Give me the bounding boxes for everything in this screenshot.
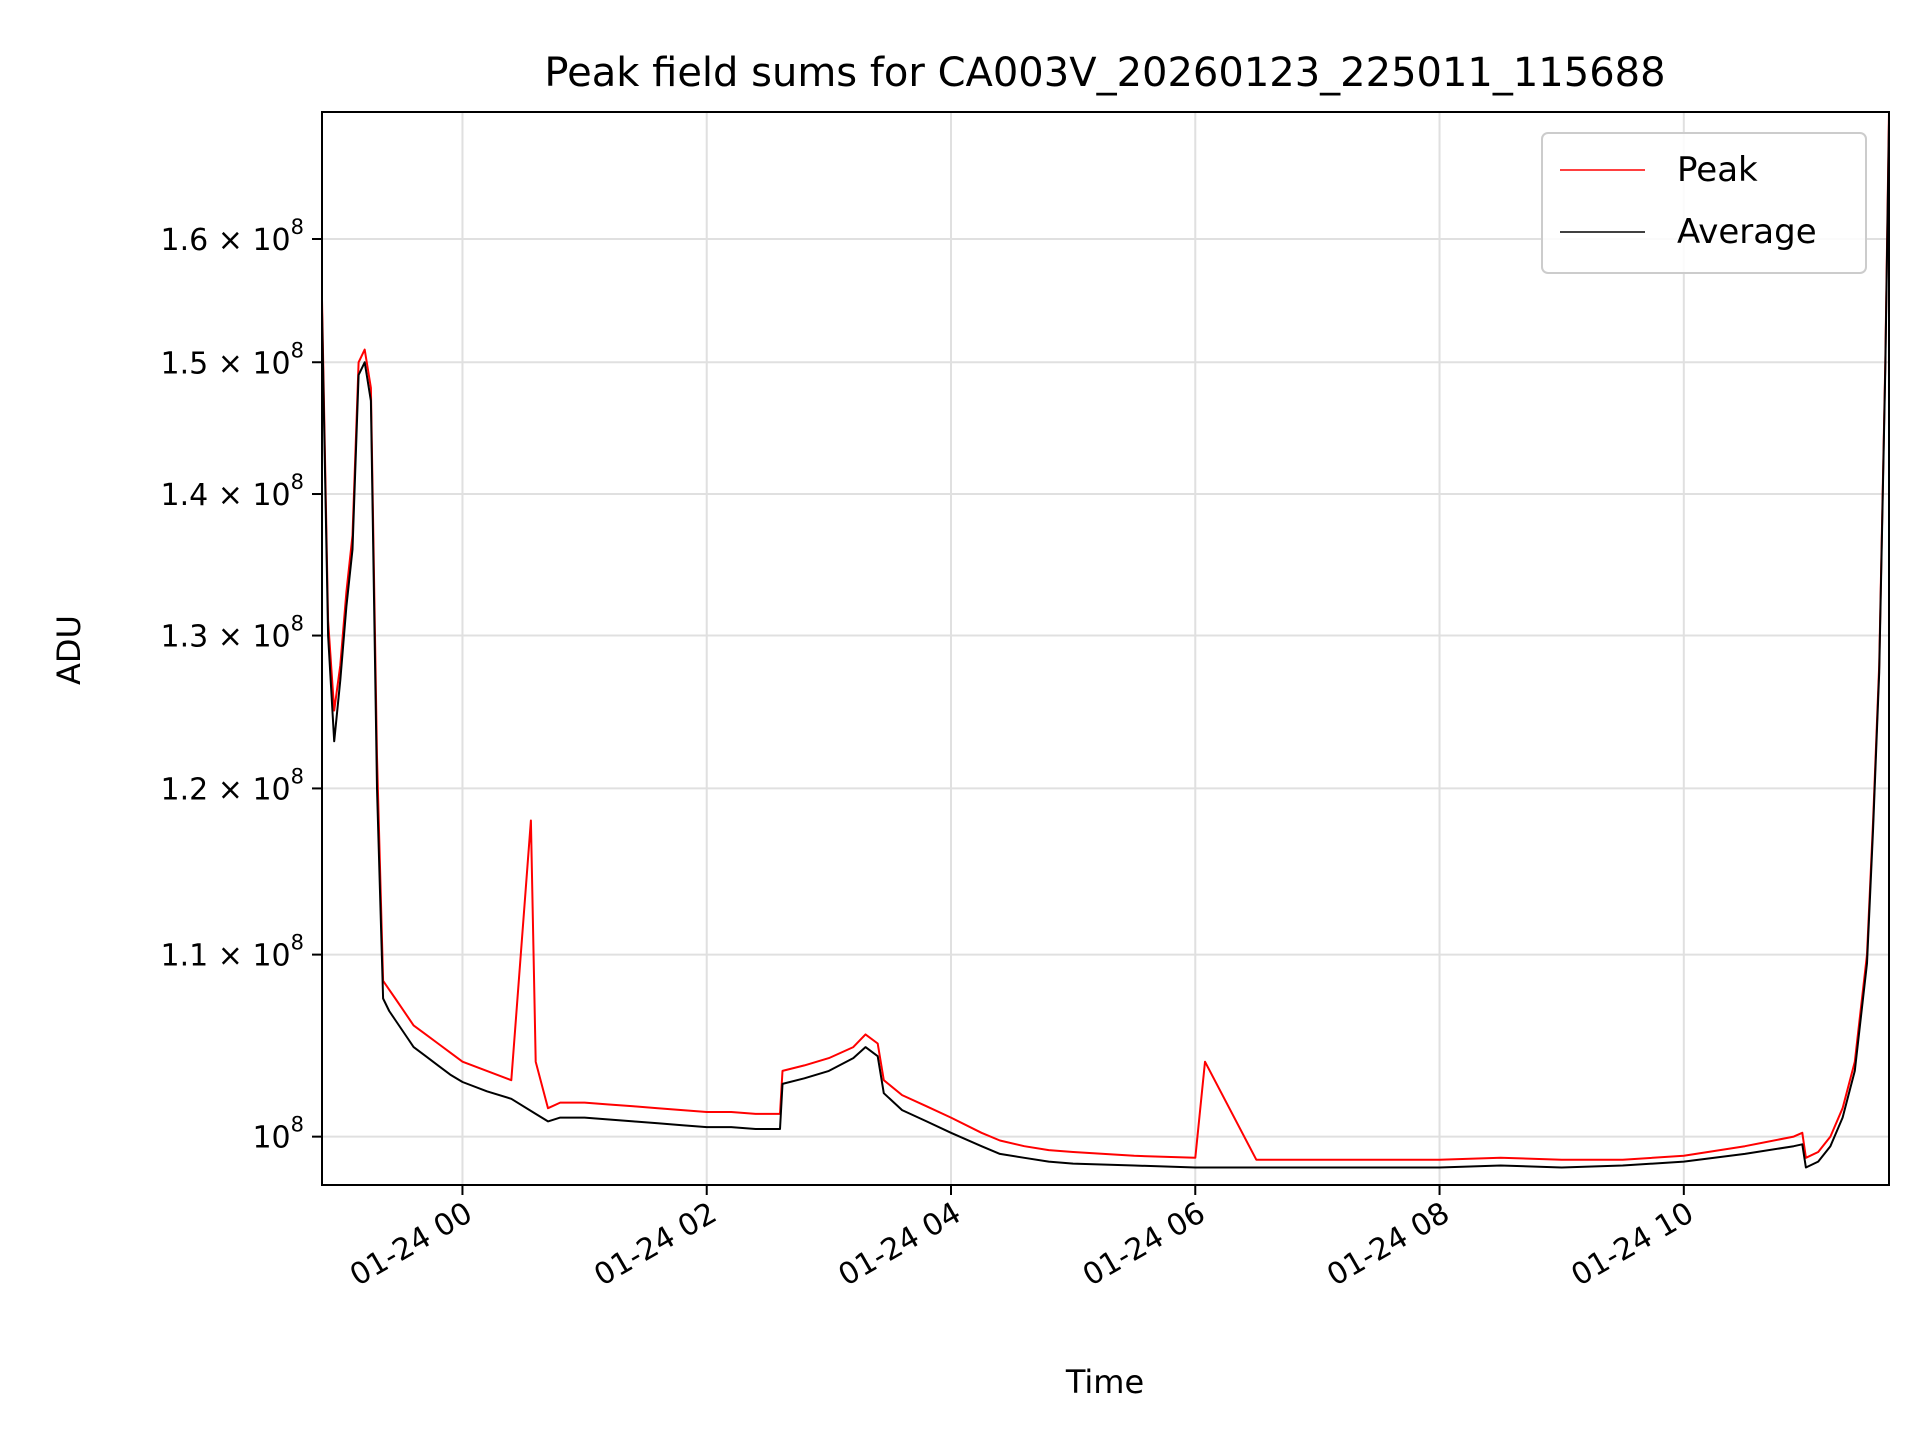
series-line-average [321,123,1890,1169]
x-axis-label: Time [1065,1363,1144,1401]
y-tick-label: 1.3 × 108 [161,612,304,655]
legend-label-average: Average [1677,212,1817,252]
legend-label-peak: Peak [1677,150,1758,190]
y-axis-label: ADU [50,615,88,685]
y-axis-ticks: 108 1.1 × 108 1.2 × 108 1.3 × 108 1.4 × 108 1… [161,215,322,1156]
chart-title: Peak field sums for CA003V_20260123_2250… [544,50,1665,96]
series-line-peak [321,111,1890,1161]
legend: Peak Average [1541,132,1867,274]
plot-frame [321,111,1890,1186]
legend-box [1541,132,1867,274]
y-tick-label: 1.1 × 108 [161,931,304,974]
y-tick-label: 1.2 × 108 [161,764,304,807]
series-layer [321,111,1890,1169]
y-tick-label: 1.4 × 108 [161,470,304,513]
y-tick-label: 108 [252,1113,304,1156]
y-tick-label: 1.6 × 108 [161,215,304,258]
grid [322,112,1889,1185]
y-tick-label: 1.5 × 108 [161,338,304,381]
